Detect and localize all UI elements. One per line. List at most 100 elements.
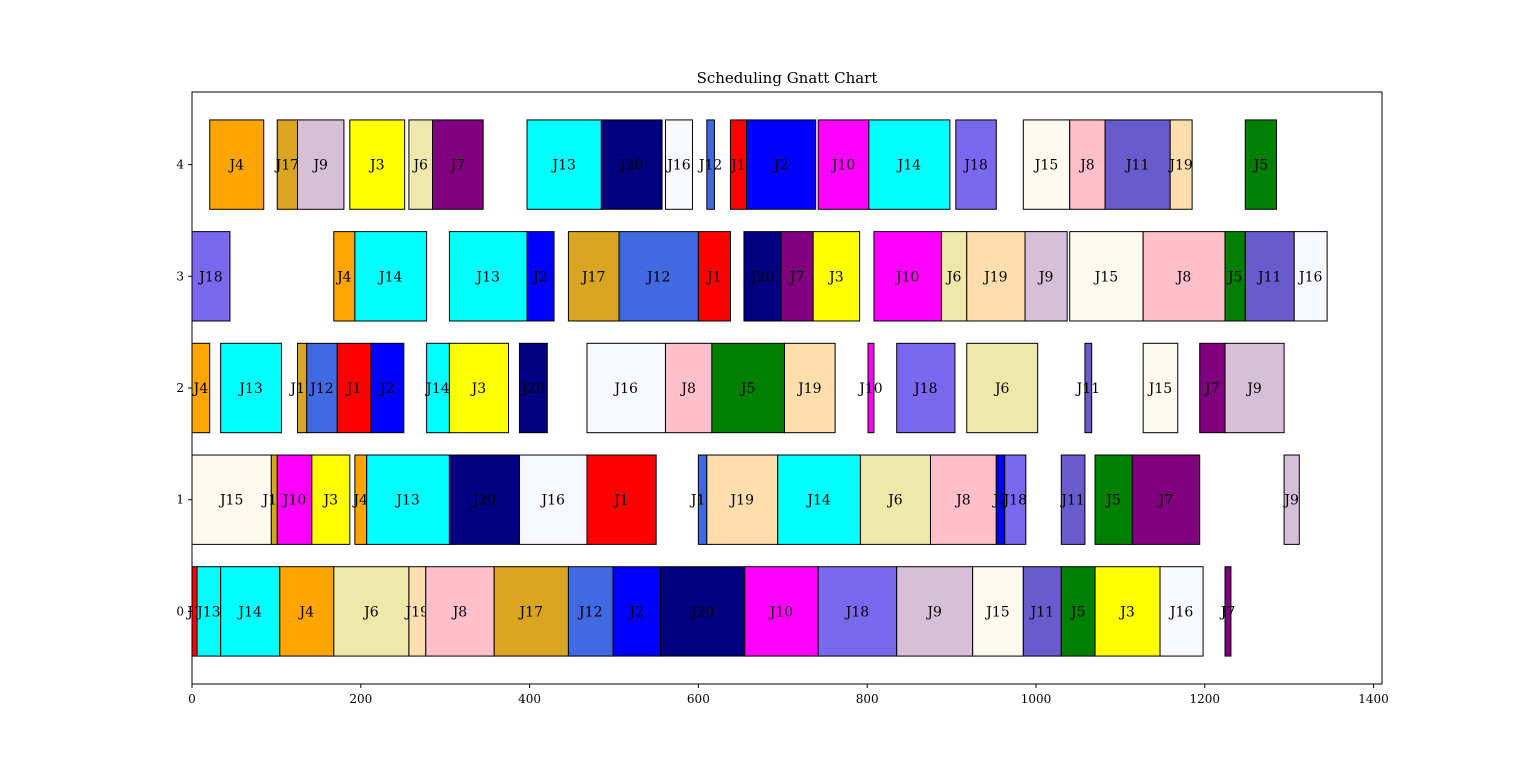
y-tick-label: 2 <box>176 381 184 395</box>
task-bar <box>567 231 620 322</box>
task-label: J18 <box>962 158 987 174</box>
task-bar <box>1024 231 1068 322</box>
task-bar <box>567 566 614 657</box>
task-label: J14 <box>805 493 831 509</box>
task-label: J16 <box>1168 604 1194 620</box>
task-label: J6 <box>362 604 379 620</box>
x-tick-label: 0 <box>188 692 196 706</box>
task-label: J7 <box>449 158 466 174</box>
task-label: J11 <box>1256 269 1281 285</box>
task-label: J11 <box>1059 493 1084 509</box>
chart-title: Scheduling Gnatt Chart <box>697 69 878 87</box>
task-label: J8 <box>954 493 971 509</box>
task-label: J17 <box>518 604 543 620</box>
task-label: J19 <box>1167 158 1192 174</box>
task-label: J1 <box>345 381 362 397</box>
task-label: J16 <box>613 381 639 397</box>
task-label: J3 <box>470 381 487 397</box>
task-bar <box>191 231 231 322</box>
task-bar <box>209 119 265 210</box>
task-label: J20 <box>471 493 496 509</box>
task-bar <box>955 119 997 210</box>
task-label: J10 <box>830 158 855 174</box>
task-label: J17 <box>274 158 299 174</box>
task-label: J13 <box>237 381 262 397</box>
task-label: J14 <box>377 269 403 285</box>
task-bar <box>586 342 666 434</box>
task-bar <box>1293 231 1328 322</box>
task-bar <box>1069 119 1106 210</box>
task-label: J9 <box>925 604 942 620</box>
task-bar <box>1069 231 1144 322</box>
task-label: J18 <box>197 269 222 285</box>
task-bar <box>817 119 870 210</box>
task-bar <box>279 566 335 657</box>
task-label: J20 <box>520 381 545 397</box>
task-bar <box>867 342 875 434</box>
task-bar <box>868 119 951 210</box>
y-tick-label: 4 <box>176 158 184 172</box>
task-label: J2 <box>628 604 645 620</box>
task-bar <box>1060 454 1086 545</box>
task-bar <box>664 342 713 434</box>
task-bar <box>276 454 313 545</box>
task-label: J18 <box>912 381 937 397</box>
task-label: J2 <box>991 493 1008 509</box>
task-label: J18 <box>844 604 869 620</box>
task-label: J19 <box>796 381 821 397</box>
task-bar <box>1142 231 1226 322</box>
x-tick-label: 1400 <box>1358 692 1389 706</box>
task-bar <box>972 566 1024 657</box>
task-label: J7 <box>1157 493 1174 509</box>
task-bar <box>1022 119 1071 210</box>
task-bar <box>783 342 836 434</box>
task-label: J12 <box>697 158 722 174</box>
task-label: J3 <box>322 493 339 509</box>
task-bar <box>664 119 693 210</box>
task-bar <box>1244 119 1278 210</box>
task-label: J10 <box>281 493 306 509</box>
task-label: J3 <box>1118 604 1135 620</box>
task-label: J20 <box>618 158 643 174</box>
task-bar <box>333 566 410 657</box>
task-bar <box>618 231 699 322</box>
task-label: J16 <box>540 493 566 509</box>
task-label: J9 <box>1245 381 1262 397</box>
task-label: J8 <box>1078 158 1095 174</box>
task-bar <box>929 454 997 545</box>
task-label: J4 <box>335 269 352 285</box>
task-bar <box>966 231 1026 322</box>
task-bar <box>1131 454 1201 545</box>
task-label: J15 <box>1147 381 1172 397</box>
x-axis: 0 200 400 600 800 1000 1200 1400 <box>188 684 1389 706</box>
task-label: J3 <box>827 269 844 285</box>
task-label: J6 <box>993 381 1010 397</box>
task-label: J13 <box>394 493 419 509</box>
task-bar <box>432 119 484 210</box>
task-label: J20 <box>689 604 714 620</box>
task-bar <box>526 231 555 322</box>
task-bar <box>366 454 450 545</box>
task-label: J8 <box>679 381 696 397</box>
task-bar <box>1169 119 1193 210</box>
task-label: J4 <box>227 158 244 174</box>
task-label: J16 <box>665 158 691 174</box>
task-label: J14 <box>896 158 922 174</box>
task-label: J11 <box>1075 381 1100 397</box>
task-label: J11 <box>1124 158 1149 174</box>
task-bar <box>873 231 942 322</box>
task-label: J5 <box>1226 269 1243 285</box>
task-bar <box>812 231 861 322</box>
task-label: J18 <box>1002 493 1027 509</box>
task-bar <box>1244 231 1295 322</box>
task-bar <box>1224 342 1285 434</box>
task-label: J10 <box>857 381 882 397</box>
task-bar <box>966 342 1039 434</box>
task-label: J13 <box>550 158 575 174</box>
task-label: J15 <box>218 493 243 509</box>
task-label: J17 <box>580 269 605 285</box>
task-bar <box>697 231 731 322</box>
task-bar <box>336 342 372 434</box>
task-label: J9 <box>1037 269 1054 285</box>
